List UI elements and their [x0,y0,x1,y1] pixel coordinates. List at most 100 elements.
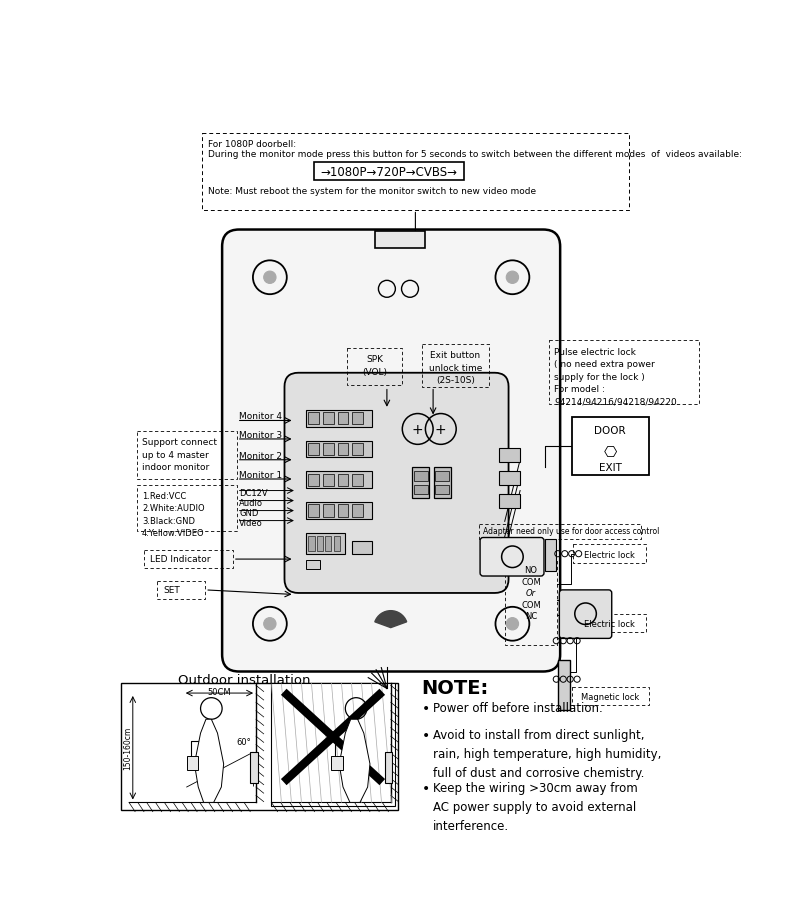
Text: Power off before installation.: Power off before installation. [433,701,603,714]
Text: Exit button
unlock time
(2S-10S): Exit button unlock time (2S-10S) [429,351,482,385]
Text: Support connect
up to 4 master
indoor monitor: Support connect up to 4 master indoor mo… [142,438,217,472]
Bar [352,474,363,486]
Text: Avoid to install from direct sunlight,
rain, high temperature, high humidity,
fu: Avoid to install from direct sunlight, r… [433,728,662,779]
Text: COM: COM [521,600,541,609]
Bar [414,471,428,481]
Bar [435,471,450,481]
Text: SPK
(VOL): SPK (VOL) [362,355,387,377]
Bar [271,684,394,806]
Bar [422,345,490,387]
Bar [498,471,520,485]
Circle shape [264,272,276,284]
Bar [308,413,319,425]
Bar [338,413,349,425]
Text: •: • [422,701,430,715]
Bar [435,485,450,494]
Bar [323,413,334,425]
Bar [308,537,314,551]
FancyBboxPatch shape [222,231,560,672]
Bar [412,468,430,499]
Text: Video: Video [239,518,263,528]
Bar [352,443,363,456]
Bar [572,687,649,706]
Text: +: + [412,423,423,437]
Text: •: • [422,781,430,795]
Circle shape [264,618,276,630]
Text: NC: NC [525,612,537,620]
Text: COM: COM [521,577,541,586]
Text: DOOR: DOOR [594,425,626,436]
Bar [338,443,349,456]
Text: Note: Must reboot the system for the monitor switch to new video mode: Note: Must reboot the system for the mon… [208,187,536,196]
Wedge shape [375,611,406,628]
Bar [574,614,646,632]
Text: NOTE:: NOTE: [422,678,489,697]
Bar [306,441,371,458]
Bar [308,443,319,456]
Bar [352,413,363,425]
Polygon shape [194,720,224,802]
Bar [558,660,570,710]
Bar [352,541,371,555]
Text: Keep the wiring >30cm away from
AC power supply to avoid external
interference.: Keep the wiring >30cm away from AC power… [433,781,638,832]
Bar [306,410,371,427]
Bar [137,432,237,480]
Bar [137,485,237,532]
Bar [334,537,340,551]
Bar [338,474,349,486]
Polygon shape [339,720,370,802]
Bar [352,505,363,517]
Text: 150-160cm: 150-160cm [123,726,132,769]
Bar [186,756,198,770]
Bar [574,545,646,563]
Bar [314,163,464,181]
Bar [323,505,334,517]
Text: +: + [435,423,446,437]
Bar [144,550,233,569]
Bar [414,485,428,494]
Bar [122,684,398,811]
Bar [375,232,426,249]
Bar [308,474,319,486]
Bar [479,524,641,539]
Bar [505,561,557,645]
Text: Outdoor installation: Outdoor installation [178,674,310,686]
Text: Monitor 1: Monitor 1 [239,471,282,479]
Bar [308,505,319,517]
Bar [202,133,630,210]
Circle shape [506,618,518,630]
Bar [306,471,371,489]
Bar [545,539,555,572]
Text: Adapter need only use for door access control: Adapter need only use for door access co… [483,527,659,536]
Bar [572,418,649,476]
Bar [385,753,392,783]
Bar [498,494,520,509]
Text: Monitor 4: Monitor 4 [239,412,282,421]
Text: Pulse electric lock
( no need extra power
supply for the lock )
For model :
9421: Pulse electric lock ( no need extra powe… [554,347,677,406]
Text: Electric lock: Electric lock [584,619,635,629]
Bar [323,443,334,456]
Bar [434,468,451,499]
Text: Monitor 2: Monitor 2 [239,451,282,460]
Text: 1.Red:VCC
2.White:AUDIO
3.Black:GND
4.Yellow:VIDEO: 1.Red:VCC 2.White:AUDIO 3.Black:GND 4.Ye… [142,491,205,538]
Text: →1080P→720P→CVBS→: →1080P→720P→CVBS→ [320,165,457,178]
Text: LED Indicator: LED Indicator [150,555,210,564]
Text: EXIT: EXIT [598,462,622,472]
Text: Monitor 3: Monitor 3 [239,430,282,439]
Text: Magnetic lock: Magnetic lock [581,693,639,701]
Bar [306,561,320,570]
FancyBboxPatch shape [559,590,612,639]
Text: SET: SET [163,585,180,595]
Text: DC12V: DC12V [239,489,268,498]
Text: ⎔: ⎔ [603,445,617,460]
Text: •: • [422,728,430,742]
Bar [250,753,258,783]
Bar [549,341,698,404]
Bar [326,537,331,551]
Bar [498,448,520,462]
Bar [158,581,205,599]
Text: GND: GND [239,509,258,517]
FancyBboxPatch shape [285,373,509,594]
Bar [306,533,345,555]
Bar [347,348,402,386]
